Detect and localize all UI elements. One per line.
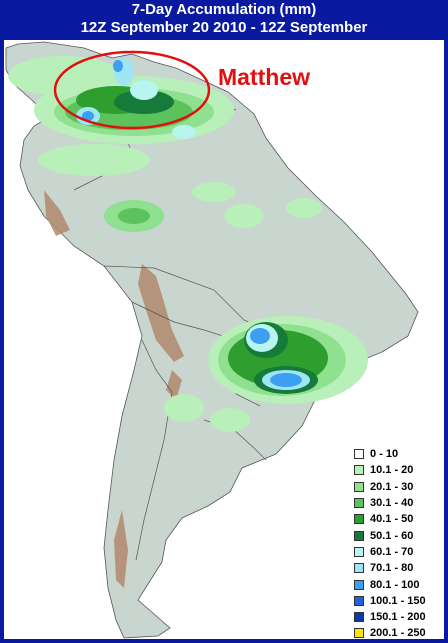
title-line-2: 12Z September 20 2010 - 12Z September xyxy=(80,19,368,36)
legend-swatch xyxy=(354,595,364,606)
legend-label: 40.1 - 50 xyxy=(370,513,414,526)
legend-swatch xyxy=(354,612,364,623)
legend-swatch xyxy=(354,563,364,574)
legend: 0 - 10 10.1 - 20 20.1 - 30 30.1 - 40 40.1 - … xyxy=(354,446,442,639)
legend-swatch xyxy=(354,498,364,509)
legend-label: 200.1 - 250 xyxy=(370,627,426,639)
legend-label: 70.1 - 80 xyxy=(370,562,414,575)
title-line-1: 7-Day Accumulation (mm) xyxy=(131,1,317,18)
legend-label: 30.1 - 40 xyxy=(370,497,414,510)
legend-label: 0 - 10 xyxy=(370,448,399,461)
legend-label: 10.1 - 20 xyxy=(370,464,414,477)
map-area: Matthew 0 - 10 10.1 - 20 20.1 - 30 30.1 - 4… xyxy=(4,40,444,639)
legend-swatch xyxy=(354,530,364,541)
legend-item: 40.1 - 50 xyxy=(354,511,442,527)
legend-item: 10.1 - 20 xyxy=(354,462,442,478)
legend-label: 50.1 - 60 xyxy=(370,529,414,542)
legend-swatch xyxy=(354,514,364,525)
legend-item: 200.1 - 250 xyxy=(354,625,442,639)
legend-item: 20.1 - 30 xyxy=(354,479,442,495)
legend-swatch xyxy=(354,481,364,492)
legend-label: 100.1 - 150 xyxy=(370,594,426,607)
legend-item: 150.1 - 200 xyxy=(354,609,442,625)
matthew-circle xyxy=(53,50,211,130)
legend-swatch xyxy=(354,449,364,460)
legend-item: 60.1 - 70 xyxy=(354,544,442,560)
legend-item: 100.1 - 150 xyxy=(354,593,442,609)
legend-item: 0 - 10 xyxy=(354,446,442,462)
storm-label: Matthew xyxy=(218,64,310,90)
legend-swatch xyxy=(354,546,364,557)
title-bar: 7-Day Accumulation (mm) 12Z September 20… xyxy=(0,0,448,40)
legend-swatch xyxy=(354,465,364,476)
legend-item: 70.1 - 80 xyxy=(354,560,442,576)
legend-label: 80.1 - 100 xyxy=(370,578,420,591)
legend-swatch xyxy=(354,628,364,639)
legend-label: 20.1 - 30 xyxy=(370,480,414,493)
legend-item: 50.1 - 60 xyxy=(354,527,442,543)
andes-highlands xyxy=(44,190,184,588)
legend-label: 60.1 - 70 xyxy=(370,545,414,558)
legend-label: 150.1 - 200 xyxy=(370,611,426,624)
legend-item: 80.1 - 100 xyxy=(354,576,442,592)
legend-item: 30.1 - 40 xyxy=(354,495,442,511)
legend-swatch xyxy=(354,579,364,590)
precipitation-map xyxy=(5,41,419,639)
